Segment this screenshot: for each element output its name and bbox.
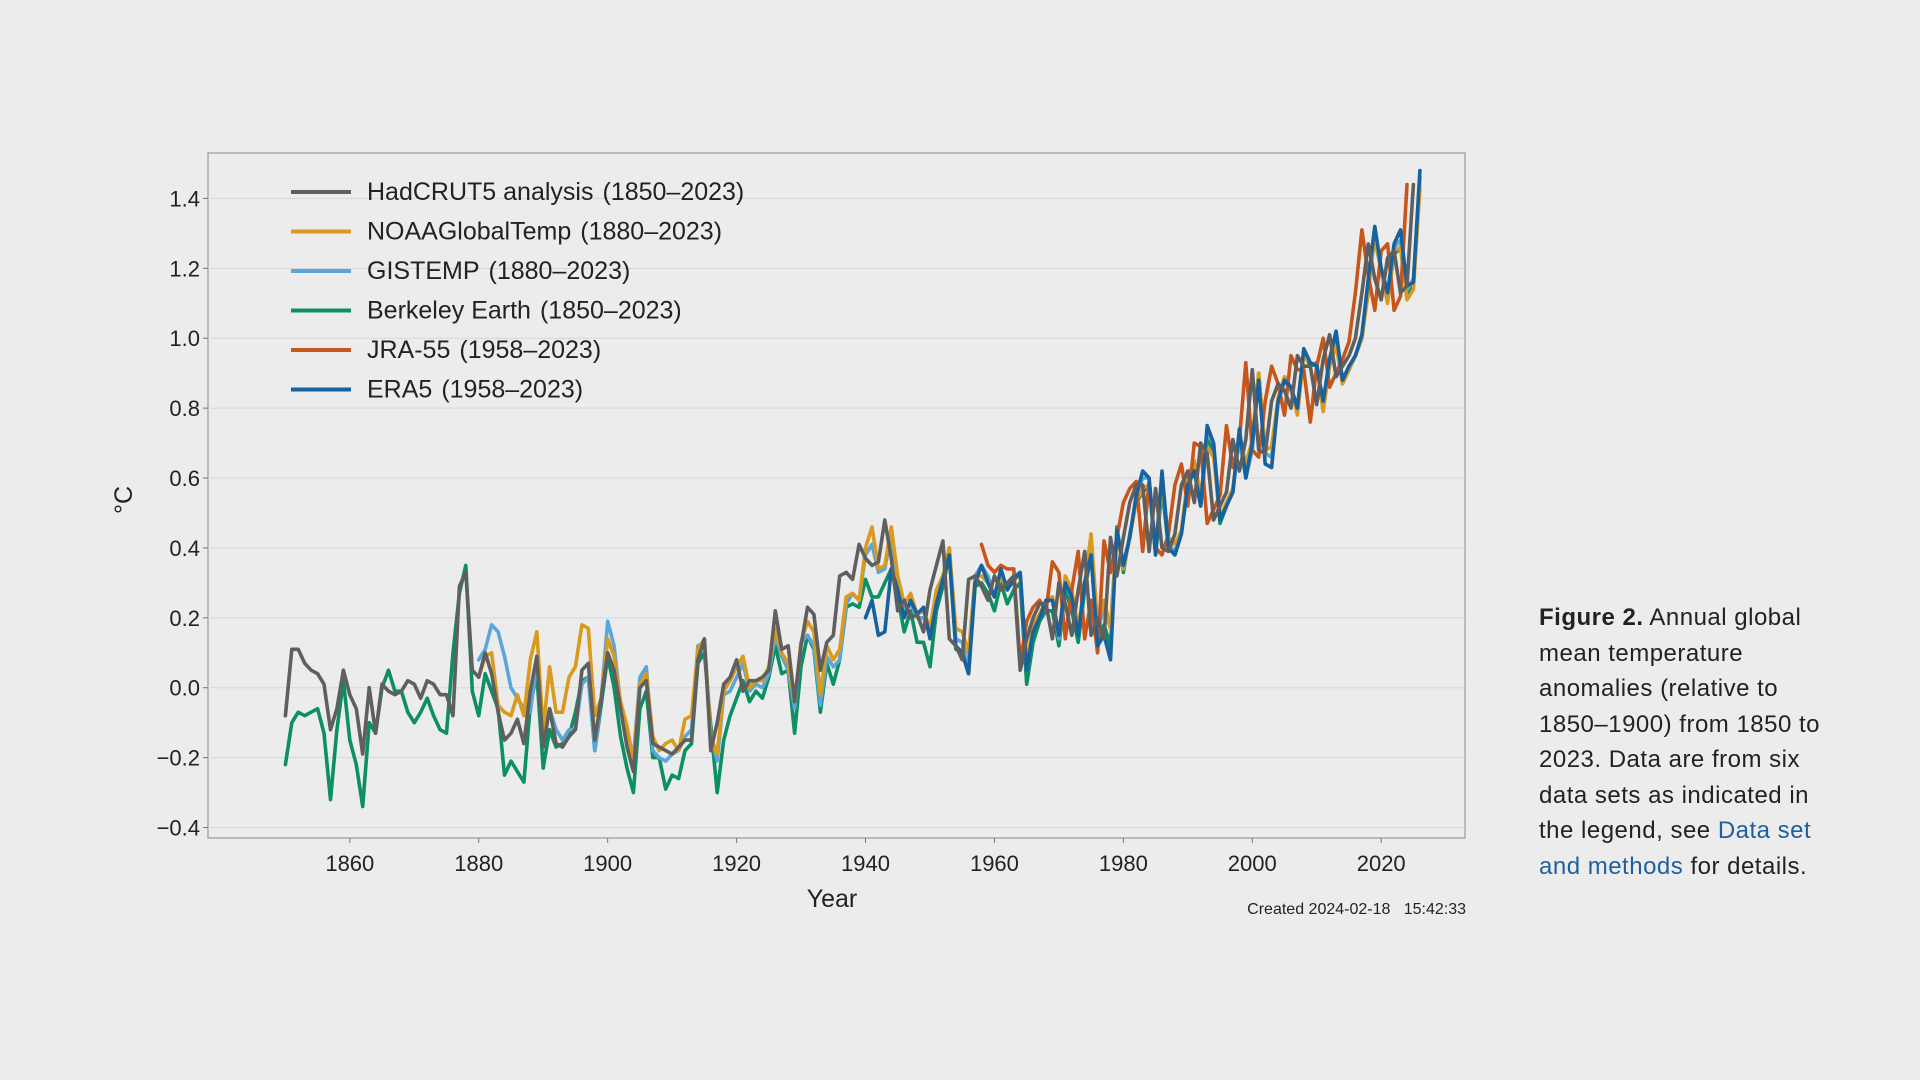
- legend-label-gistemp: GISTEMP (1880–2023): [367, 257, 630, 285]
- legend-series-name: HadCRUT5 analysis: [367, 178, 593, 206]
- legend-label-berkeley-earth: Berkeley Earth (1850–2023): [367, 297, 682, 325]
- legend-series-name: NOAAGlobalTemp: [367, 218, 571, 246]
- y-tick-label: −0.4: [157, 816, 200, 841]
- legend-series-name: Berkeley Earth: [367, 297, 531, 325]
- data-set-and-methods-link[interactable]: Data set and methods: [1539, 817, 1812, 880]
- y-tick-label: 0.0: [169, 676, 200, 701]
- plot-area: [207, 152, 1466, 839]
- y-tick-label: 0.8: [169, 396, 200, 421]
- legend-series-name: JRA-55: [367, 336, 450, 364]
- x-tick-label: 1920: [712, 851, 761, 876]
- legend-label-jra-55: JRA-55 (1958–2023): [367, 336, 601, 364]
- x-axis-label: Year: [807, 885, 858, 913]
- x-tick-label: 1900: [583, 851, 632, 876]
- figure-caption: Figure 2. Annual global mean temperature…: [1539, 600, 1839, 884]
- x-tick-label: 1980: [1099, 851, 1148, 876]
- legend-label-hadcrut5-analysis: HadCRUT5 analysis (1850–2023): [367, 178, 744, 206]
- y-axis-ticks: −0.4 −0.2 0.0 0.2 0.4 0.6 0.8 1.0 1.2 1.4: [157, 186, 208, 841]
- legend-series-period: (1880–2023): [489, 257, 631, 285]
- series-lines: [283, 168, 1422, 809]
- created-timestamp: Created 2024-02-18 15:42:33: [1247, 901, 1466, 918]
- x-tick-label: 1960: [970, 851, 1019, 876]
- legend-label-era5: ERA5 (1958–2023): [367, 376, 583, 404]
- legend-series-period: (1958–2023): [441, 376, 583, 404]
- legend-label-noaaglobaltemp: NOAAGlobalTemp (1880–2023): [367, 218, 722, 246]
- legend-series-period: (1880–2023): [580, 218, 722, 246]
- y-tick-label: 1.4: [169, 186, 200, 211]
- caption-figure-number: Figure 2.: [1539, 604, 1644, 631]
- x-axis-ticks: 1860 1880 1900 1920 1940 1960 1980 2000 2020: [325, 838, 1406, 876]
- y-tick-label: 1.0: [169, 326, 200, 351]
- y-tick-label: −0.2: [157, 746, 200, 771]
- legend-series-name: GISTEMP: [367, 257, 480, 285]
- legend-series-name: ERA5: [367, 376, 432, 404]
- x-tick-label: 1860: [325, 851, 374, 876]
- legend: HadCRUT5 analysis (1850–2023) NOAAGlobalTe…: [291, 178, 744, 404]
- legend-series-period: (1850–2023): [602, 178, 744, 206]
- y-tick-label: 0.6: [169, 466, 200, 491]
- y-tick-label: 1.2: [169, 256, 200, 281]
- series-line-hadcrut5-analysis: [283, 182, 1416, 774]
- caption-tail: for details.: [1690, 852, 1808, 880]
- legend-series-period: (1958–2023): [459, 336, 601, 364]
- x-tick-label: 1940: [841, 851, 890, 876]
- y-tick-label: 0.2: [169, 606, 200, 631]
- legend-series-period: (1850–2023): [540, 297, 682, 325]
- x-tick-label: 2020: [1357, 851, 1406, 876]
- x-tick-label: 1880: [454, 851, 503, 876]
- x-tick-label: 2000: [1228, 851, 1277, 876]
- y-tick-label: 0.4: [169, 536, 200, 561]
- caption-text: Annual global mean temperature anomalies…: [1539, 604, 1821, 844]
- y-axis-label: °C: [110, 486, 138, 514]
